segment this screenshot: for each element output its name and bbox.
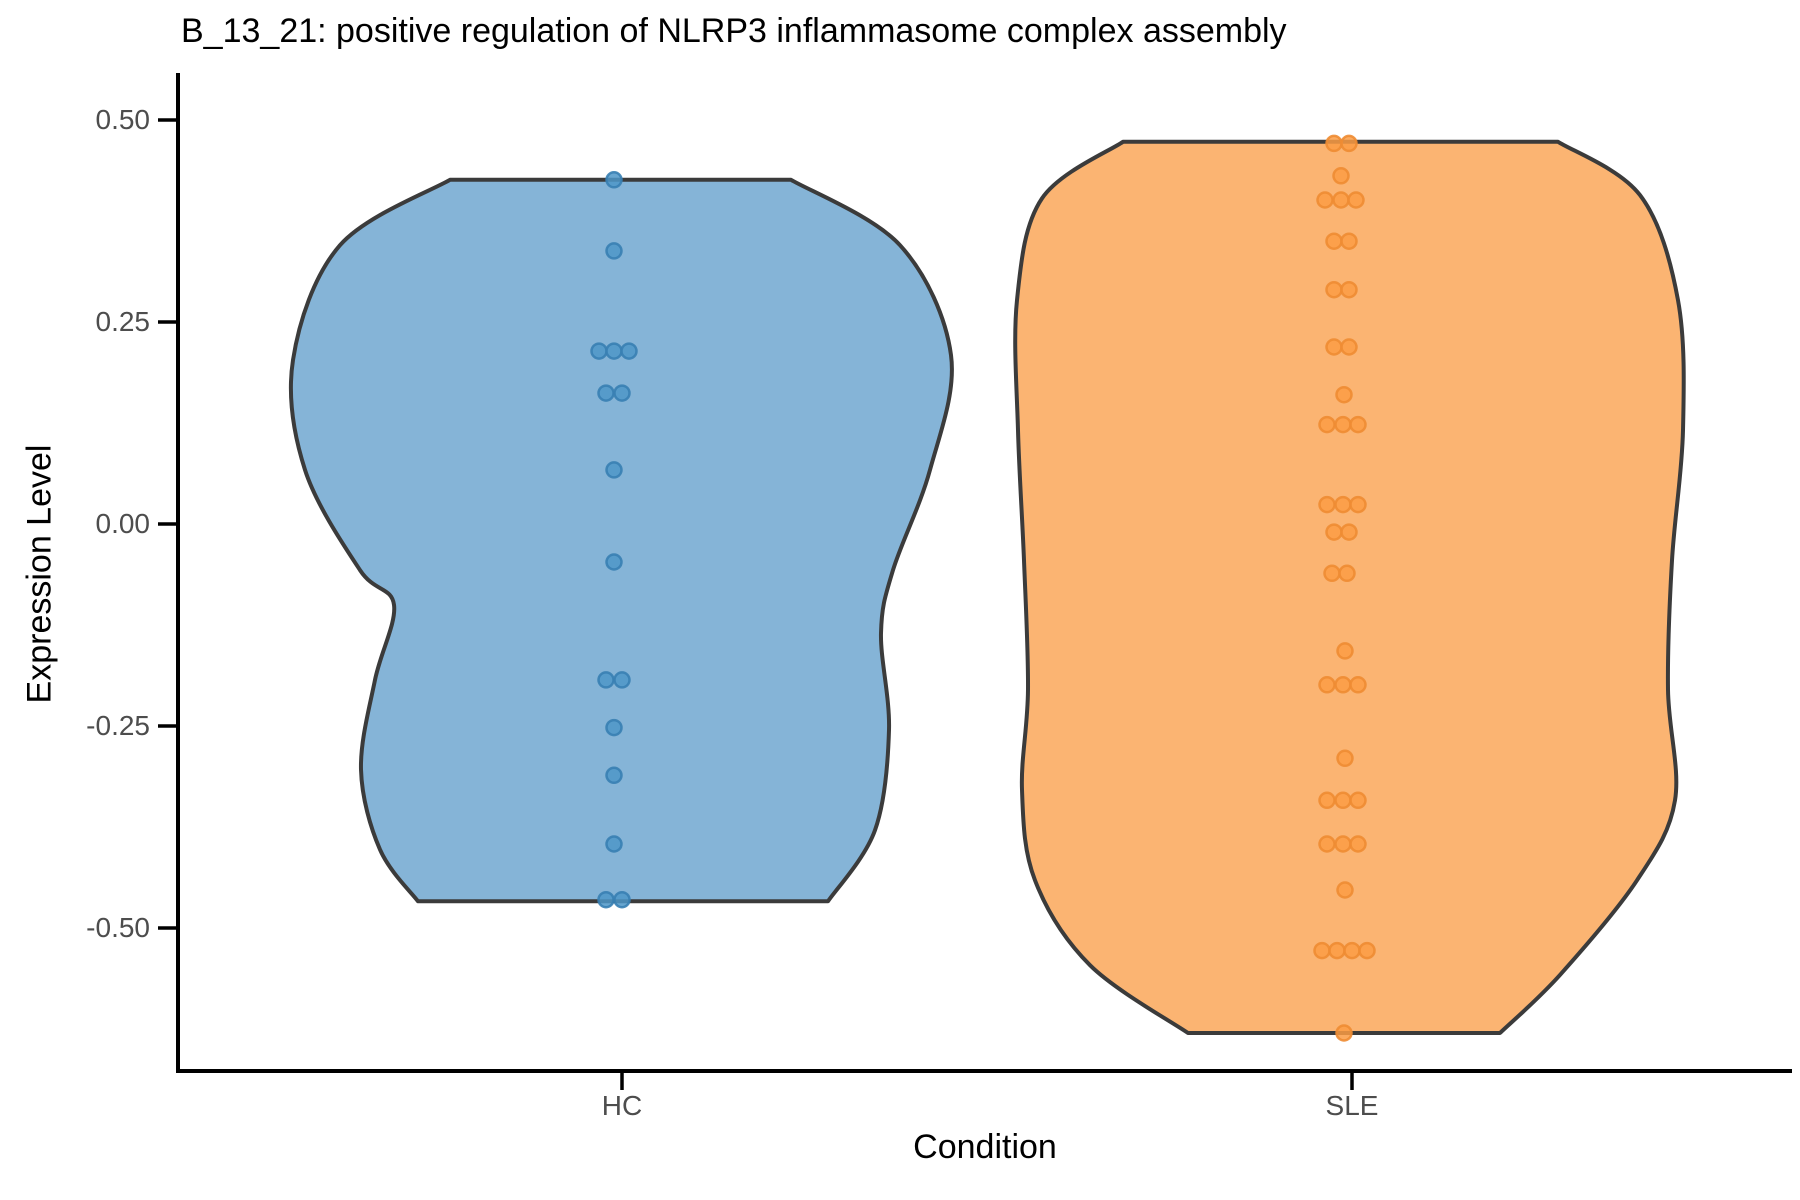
point-sle: [1335, 385, 1353, 404]
point-hc: [620, 342, 638, 360]
y-tick-label: -0.25: [86, 710, 150, 741]
point-sle: [1340, 134, 1358, 153]
point-sle: [1349, 495, 1367, 514]
point-sle: [1343, 941, 1361, 960]
point-sle: [1318, 415, 1336, 434]
point-hc: [605, 553, 623, 571]
point-sle: [1347, 191, 1365, 209]
point-sle: [1334, 676, 1352, 694]
point-sle: [1323, 564, 1341, 583]
point-sle: [1334, 415, 1352, 434]
point-hc: [605, 718, 623, 737]
y-tick-label: -0.50: [86, 912, 150, 943]
point-hc: [605, 342, 623, 360]
point-sle: [1336, 881, 1354, 899]
point-sle: [1328, 941, 1346, 960]
point-sle: [1318, 495, 1336, 514]
y-tick-label: 0.00: [95, 508, 151, 539]
y-tick-label: 0.25: [95, 306, 151, 337]
point-hc: [590, 342, 608, 360]
point-sle: [1338, 564, 1356, 583]
point-hc: [613, 890, 631, 909]
point-sle: [1325, 232, 1343, 250]
point-hc: [605, 461, 623, 479]
point-hc: [605, 766, 623, 785]
y-tick-label: 0.50: [95, 104, 151, 135]
x-tick-label-hc: HC: [601, 1090, 643, 1121]
point-sle: [1334, 835, 1352, 853]
point-sle: [1325, 280, 1343, 299]
point-sle: [1313, 941, 1331, 960]
point-sle: [1332, 191, 1350, 209]
point-sle: [1318, 676, 1336, 694]
point-sle: [1349, 676, 1367, 694]
point-hc: [597, 671, 615, 689]
point-sle: [1325, 523, 1343, 541]
point-sle: [1340, 338, 1358, 356]
point-hc: [605, 171, 623, 189]
point-sle: [1340, 280, 1358, 299]
point-sle: [1325, 134, 1343, 153]
point-sle: [1318, 835, 1336, 853]
point-sle: [1316, 191, 1334, 209]
point-sle: [1349, 835, 1367, 853]
chart-title: B_13_21: positive regulation of NLRP3 in…: [181, 12, 1287, 50]
point-sle: [1334, 791, 1352, 810]
point-sle: [1340, 232, 1358, 250]
point-hc: [605, 835, 623, 853]
point-hc: [597, 384, 615, 402]
point-hc: [613, 671, 631, 689]
point-sle: [1349, 791, 1367, 810]
point-hc: [613, 384, 631, 402]
point-sle: [1334, 495, 1352, 514]
y-axis-title: Expression Level: [20, 444, 59, 704]
point-sle: [1358, 941, 1376, 960]
point-sle: [1336, 749, 1354, 768]
point-sle: [1332, 167, 1350, 185]
point-sle: [1335, 1024, 1353, 1042]
point-sle: [1336, 642, 1354, 660]
point-hc: [605, 242, 623, 260]
point-hc: [597, 890, 615, 909]
point-sle: [1349, 415, 1367, 434]
point-sle: [1340, 523, 1358, 541]
x-axis-title: Condition: [913, 1128, 1057, 1166]
violin-hc: [288, 177, 954, 904]
violin-sle: [1013, 139, 1686, 1035]
x-tick-label-sle: SLE: [1325, 1090, 1379, 1121]
point-sle: [1318, 791, 1336, 810]
point-sle: [1325, 338, 1343, 356]
